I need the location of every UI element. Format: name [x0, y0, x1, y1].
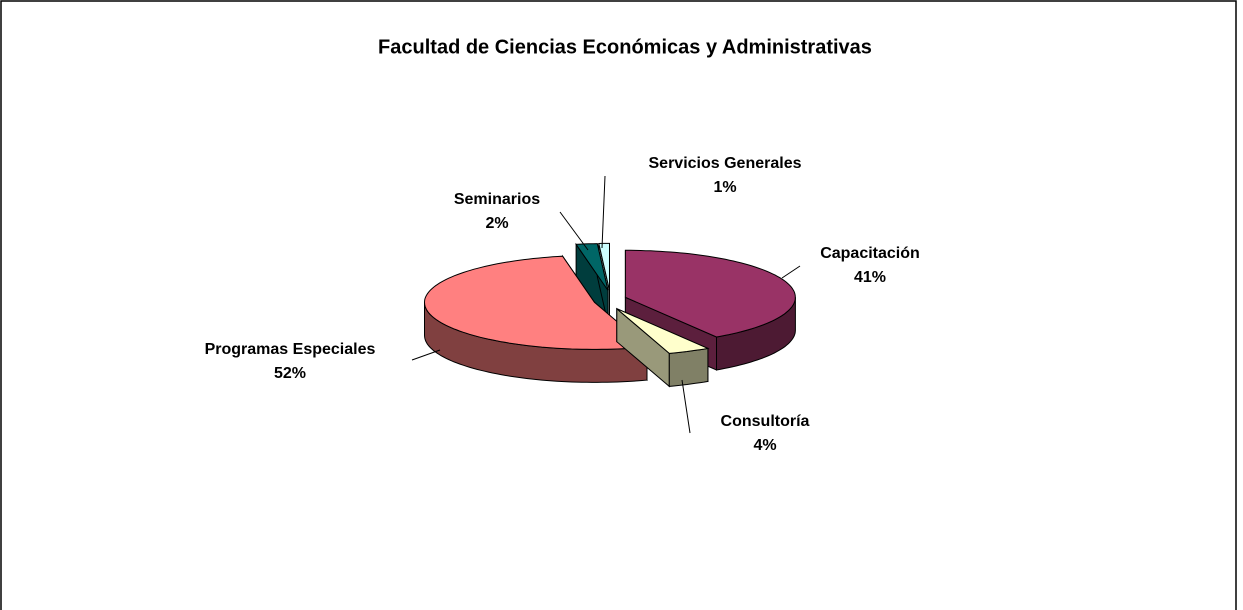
pie-slice	[423, 254, 649, 383]
data-label-value: 1%	[713, 179, 736, 196]
leader-line	[601, 175, 606, 249]
data-label-name: Servicios Generales	[649, 155, 802, 172]
pie-slice	[575, 242, 609, 326]
slice-top	[575, 243, 609, 291]
leader-line	[781, 265, 801, 279]
slice-top	[616, 308, 710, 354]
data-label-value: 4%	[753, 437, 776, 454]
chart-title: Facultad de Ciencias Económicas y Admini…	[378, 36, 872, 58]
leader-line	[681, 379, 691, 434]
leader-line	[559, 211, 589, 251]
data-label-name: Capacitación	[820, 245, 920, 262]
data-label-value: 41%	[854, 269, 886, 286]
pie-slice	[616, 307, 710, 388]
slice-top	[423, 255, 649, 350]
labels: Capacitación 41% Consultoría 4% Programas Es…	[205, 155, 920, 454]
leader-line	[411, 349, 441, 361]
slice-top	[598, 242, 610, 291]
data-label-name: Programas Especiales	[205, 341, 376, 358]
data-label-name: Consultoría	[721, 413, 810, 430]
data-label-value: 2%	[485, 215, 508, 232]
slice-side	[668, 347, 709, 387]
slice-top	[624, 249, 796, 338]
data-label-name: Seminarios	[454, 191, 540, 208]
data-label-value: 52%	[274, 365, 306, 382]
pie	[423, 242, 796, 388]
